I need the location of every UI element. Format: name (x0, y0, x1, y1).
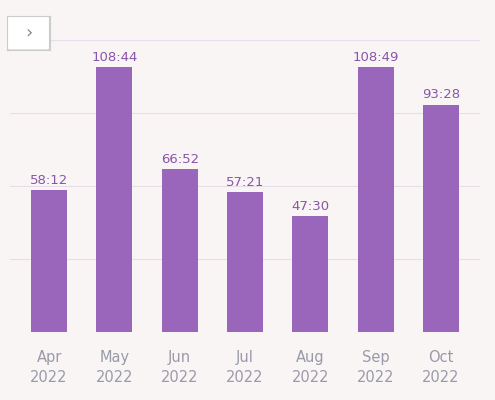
Text: 58:12: 58:12 (30, 174, 68, 187)
Text: 108:49: 108:49 (352, 51, 399, 64)
Text: Jun: Jun (168, 350, 191, 364)
Bar (423, 104, 459, 332)
Text: 2022: 2022 (292, 370, 329, 385)
Bar (293, 216, 328, 332)
Text: Aug: Aug (296, 350, 325, 364)
Text: 2022: 2022 (30, 370, 68, 385)
Text: 108:44: 108:44 (91, 51, 138, 64)
Text: 2022: 2022 (357, 370, 395, 385)
Text: Sep: Sep (362, 350, 390, 364)
Bar (227, 192, 263, 332)
FancyBboxPatch shape (7, 16, 50, 50)
Text: 93:28: 93:28 (422, 88, 460, 101)
Text: 57:21: 57:21 (226, 176, 264, 189)
Text: 2022: 2022 (226, 370, 264, 385)
Text: ›: › (25, 24, 32, 42)
Text: 2022: 2022 (161, 370, 198, 385)
Text: May: May (99, 350, 130, 364)
Text: Jul: Jul (236, 350, 254, 364)
Text: Oct: Oct (428, 350, 453, 364)
Text: Apr: Apr (37, 350, 62, 364)
Text: 2022: 2022 (96, 370, 133, 385)
Bar (31, 190, 67, 332)
Text: 47:30: 47:30 (291, 200, 329, 213)
Text: 2022: 2022 (422, 370, 460, 385)
Text: 66:52: 66:52 (161, 153, 199, 166)
Bar (358, 67, 394, 332)
Bar (162, 169, 198, 332)
Bar (97, 68, 132, 332)
